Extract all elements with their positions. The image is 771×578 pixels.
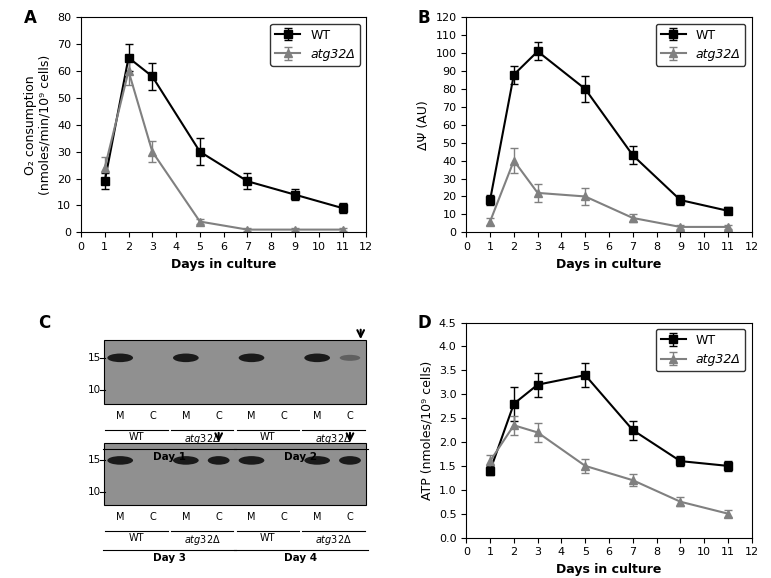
Text: WT: WT <box>129 533 144 543</box>
Legend: WT, atg32Δ: WT, atg32Δ <box>271 24 360 66</box>
Text: M: M <box>116 411 124 421</box>
Ellipse shape <box>339 456 361 465</box>
Text: M: M <box>247 512 256 522</box>
Ellipse shape <box>340 355 360 361</box>
Ellipse shape <box>107 354 133 362</box>
Text: M: M <box>116 512 124 522</box>
Text: WT: WT <box>129 432 144 442</box>
Ellipse shape <box>173 354 199 362</box>
Legend: WT, atg32Δ: WT, atg32Δ <box>655 24 746 66</box>
Ellipse shape <box>239 456 264 465</box>
Y-axis label: ATP (nmoles/10⁹ cells): ATP (nmoles/10⁹ cells) <box>420 361 433 500</box>
Bar <box>104 340 366 404</box>
Text: Day 3: Day 3 <box>153 553 186 562</box>
Text: M: M <box>182 411 190 421</box>
Text: Day 4: Day 4 <box>284 553 318 562</box>
Y-axis label: O₂ consumption
(nmoles/min/10⁹ cells): O₂ consumption (nmoles/min/10⁹ cells) <box>24 55 52 195</box>
Legend: WT, atg32Δ: WT, atg32Δ <box>655 329 746 371</box>
Text: C: C <box>347 411 353 421</box>
Text: D: D <box>418 314 432 332</box>
Ellipse shape <box>107 456 133 465</box>
Text: C: C <box>38 314 50 332</box>
Text: Day 2: Day 2 <box>284 451 317 462</box>
Text: Day 1: Day 1 <box>153 451 186 462</box>
Text: C: C <box>215 512 222 522</box>
Text: 15: 15 <box>88 353 101 363</box>
X-axis label: Days in culture: Days in culture <box>557 563 662 576</box>
Ellipse shape <box>207 456 230 465</box>
Bar <box>104 443 366 505</box>
Text: $atg32\Delta$: $atg32\Delta$ <box>183 533 221 547</box>
Text: C: C <box>150 512 157 522</box>
Text: A: A <box>24 9 37 27</box>
Ellipse shape <box>173 456 199 465</box>
Ellipse shape <box>305 354 330 362</box>
Text: $atg32\Delta$: $atg32\Delta$ <box>315 533 352 547</box>
Text: M: M <box>182 512 190 522</box>
Text: C: C <box>281 411 288 421</box>
Text: 10: 10 <box>88 487 101 497</box>
Text: C: C <box>281 512 288 522</box>
Text: WT: WT <box>260 432 276 442</box>
Text: $atg32\Delta$: $atg32\Delta$ <box>183 432 221 446</box>
Ellipse shape <box>239 354 264 362</box>
Text: WT: WT <box>260 533 276 543</box>
Text: C: C <box>215 411 222 421</box>
X-axis label: Days in culture: Days in culture <box>171 258 276 271</box>
X-axis label: Days in culture: Days in culture <box>557 258 662 271</box>
Text: $atg32\Delta$: $atg32\Delta$ <box>315 432 352 446</box>
Ellipse shape <box>305 456 330 465</box>
Text: M: M <box>313 411 322 421</box>
Text: C: C <box>150 411 157 421</box>
Text: 10: 10 <box>88 385 101 395</box>
Text: M: M <box>247 411 256 421</box>
Text: M: M <box>313 512 322 522</box>
Text: C: C <box>347 512 353 522</box>
Text: 15: 15 <box>88 455 101 465</box>
Text: B: B <box>418 9 430 27</box>
Y-axis label: ΔΨ (AU): ΔΨ (AU) <box>417 100 430 150</box>
